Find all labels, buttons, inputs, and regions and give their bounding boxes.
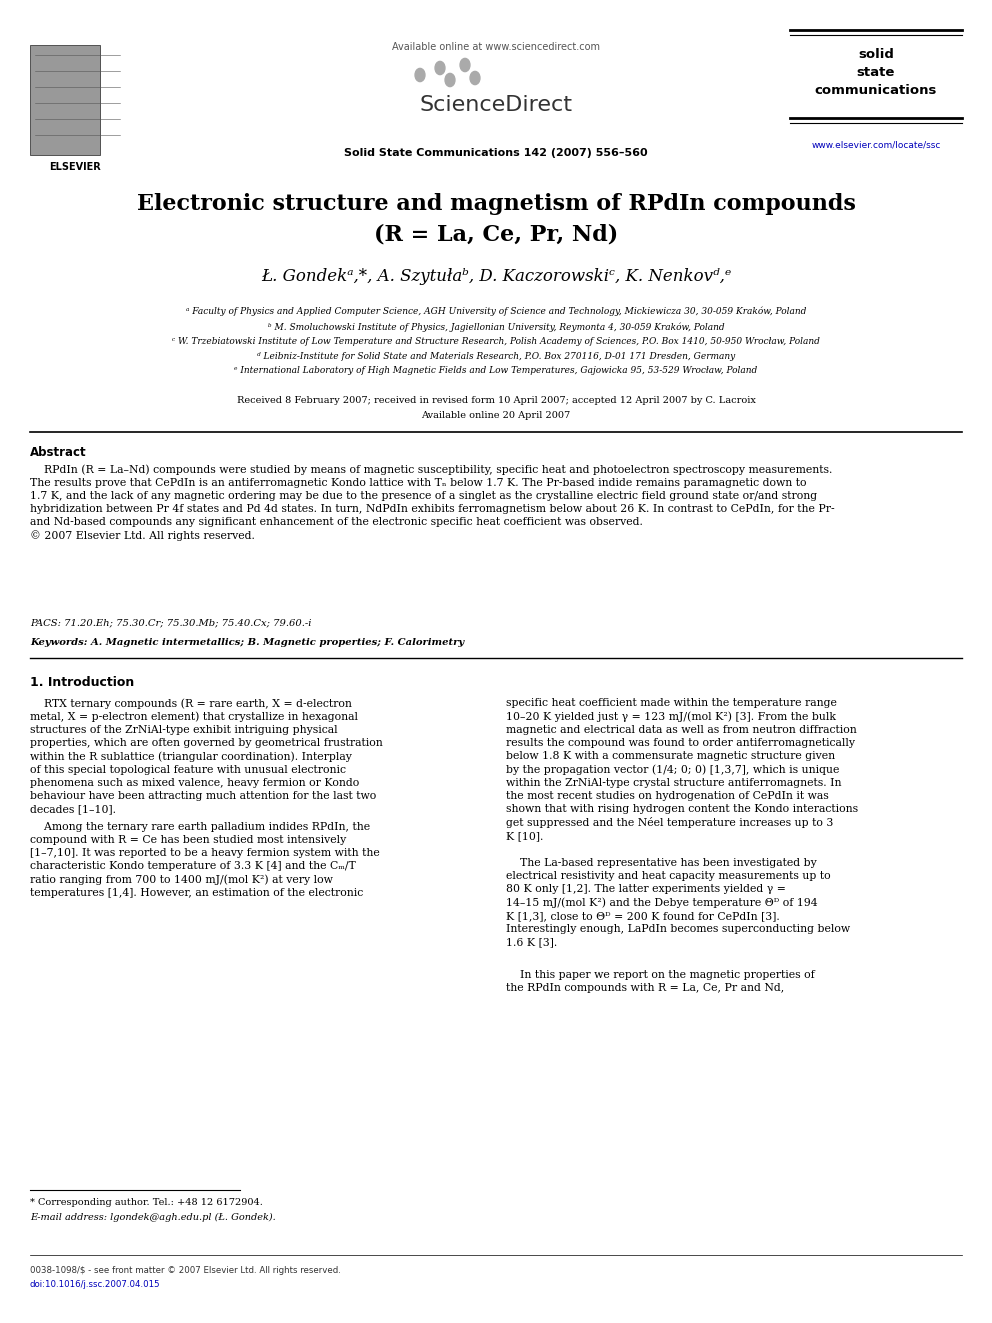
Circle shape [460, 58, 470, 71]
Text: In this paper we report on the magnetic properties of
the RPdIn compounds with R: In this paper we report on the magnetic … [506, 970, 814, 994]
Text: RPdIn (R = La–Nd) compounds were studied by means of magnetic susceptibility, sp: RPdIn (R = La–Nd) compounds were studied… [30, 464, 834, 541]
Text: Abstract: Abstract [30, 446, 86, 459]
Text: ᵇ M. Smoluchowski Institute of Physics, Jagiellonian University, Reymonta 4, 30-: ᵇ M. Smoluchowski Institute of Physics, … [268, 321, 724, 332]
Text: state: state [857, 66, 895, 79]
Text: Available online 20 April 2007: Available online 20 April 2007 [422, 411, 570, 419]
Text: RTX ternary compounds (R = rare earth, X = d-electron
metal, X = p-electron elem: RTX ternary compounds (R = rare earth, X… [30, 699, 383, 815]
Text: doi:10.1016/j.ssc.2007.04.015: doi:10.1016/j.ssc.2007.04.015 [30, 1279, 161, 1289]
Text: specific heat coefficient made within the temperature range
10–20 K yielded just: specific heat coefficient made within th… [506, 699, 858, 841]
Text: communications: communications [814, 83, 937, 97]
Text: Ł. Gondekᵃ,*, A. Szytułaᵇ, D. Kaczorowskiᶜ, K. Nenkovᵈ,ᵉ: Ł. Gondekᵃ,*, A. Szytułaᵇ, D. Kaczorowsk… [261, 269, 731, 284]
Text: Among the ternary rare earth palladium indides RPdIn, the
compound with R = Ce h: Among the ternary rare earth palladium i… [30, 822, 380, 898]
Circle shape [435, 61, 445, 74]
Text: E-mail address: lgondek@agh.edu.pl (Ł. Gondek).: E-mail address: lgondek@agh.edu.pl (Ł. G… [30, 1213, 276, 1222]
Text: Solid State Communications 142 (2007) 556–560: Solid State Communications 142 (2007) 55… [344, 148, 648, 157]
Text: Keywords: A. Magnetic intermetallics; B. Magnetic properties; F. Calorimetry: Keywords: A. Magnetic intermetallics; B.… [30, 638, 464, 647]
Text: www.elsevier.com/locate/ssc: www.elsevier.com/locate/ssc [811, 140, 940, 149]
Text: ScienceDirect: ScienceDirect [420, 95, 572, 115]
Text: ᵈ Leibniz-Institute for Solid State and Materials Research, P.O. Box 270116, D-0: ᵈ Leibniz-Institute for Solid State and … [257, 352, 735, 361]
Text: 0038-1098/$ - see front matter © 2007 Elsevier Ltd. All rights reserved.: 0038-1098/$ - see front matter © 2007 El… [30, 1266, 341, 1275]
Text: Received 8 February 2007; received in revised form 10 April 2007; accepted 12 Ap: Received 8 February 2007; received in re… [236, 396, 756, 405]
Text: PACS: 71.20.Eh; 75.30.Cr; 75.30.Mb; 75.40.Cx; 79.60.-i: PACS: 71.20.Eh; 75.30.Cr; 75.30.Mb; 75.4… [30, 618, 311, 627]
Text: * Corresponding author. Tel.: +48 12 6172904.: * Corresponding author. Tel.: +48 12 617… [30, 1199, 263, 1207]
Text: The La-based representative has been investigated by
electrical resistivity and : The La-based representative has been inv… [506, 859, 850, 947]
Circle shape [445, 73, 455, 86]
Circle shape [415, 69, 425, 82]
Text: ᵉ International Laboratory of High Magnetic Fields and Low Temperatures, Gajowic: ᵉ International Laboratory of High Magne… [234, 366, 758, 374]
Text: ᶜ W. Trzebiatowski Institute of Low Temperature and Structure Research, Polish A: ᶜ W. Trzebiatowski Institute of Low Temp… [172, 337, 820, 347]
Text: Available online at www.sciencedirect.com: Available online at www.sciencedirect.co… [392, 42, 600, 52]
Text: Electronic structure and magnetism of RPdIn compounds: Electronic structure and magnetism of RP… [137, 193, 855, 216]
FancyBboxPatch shape [30, 45, 100, 155]
Text: solid: solid [858, 48, 894, 61]
Circle shape [470, 71, 480, 85]
Text: (R = La, Ce, Pr, Nd): (R = La, Ce, Pr, Nd) [374, 224, 618, 246]
Text: ELSEVIER: ELSEVIER [50, 161, 101, 172]
Text: 1. Introduction: 1. Introduction [30, 676, 134, 689]
Text: ᵃ Faculty of Physics and Applied Computer Science, AGH University of Science and: ᵃ Faculty of Physics and Applied Compute… [186, 306, 806, 315]
